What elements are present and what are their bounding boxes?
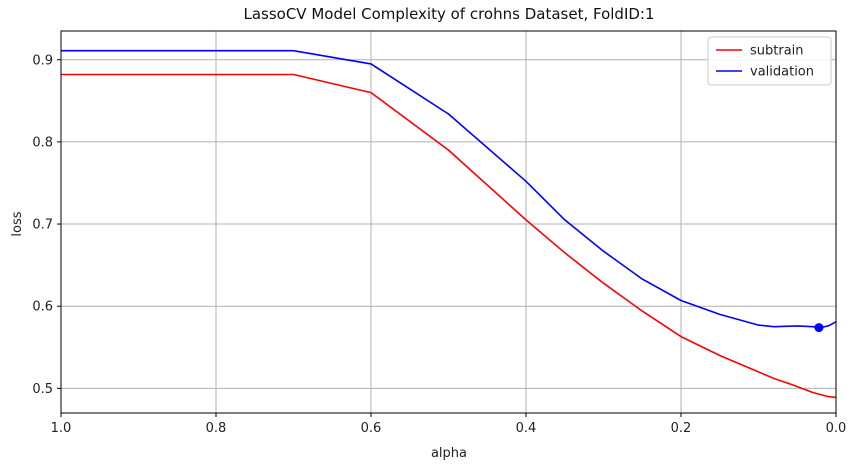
- y-tick-label: 0.8: [32, 135, 53, 150]
- chart-title: LassoCV Model Complexity of crohns Datas…: [243, 5, 654, 23]
- y-axis-label: loss: [10, 211, 25, 236]
- x-tick-label: 1.0: [51, 421, 72, 436]
- grid-lines: [60, 31, 837, 413]
- plot-frame: [60, 30, 837, 414]
- y-tick-label: 0.7: [32, 218, 53, 233]
- x-axis-label: alpha: [431, 446, 467, 461]
- plot-area: [61, 49, 837, 399]
- series-line-subtrain: [61, 73, 837, 399]
- legend-label-subtrain: subtrain: [750, 44, 804, 59]
- legend-box: [707, 36, 832, 86]
- y-tick-label: 0.9: [32, 53, 53, 68]
- y-tick-label: 0.5: [32, 382, 53, 397]
- legend: subtrain validation: [707, 36, 832, 86]
- axis-ticks: 1.0 0.8 0.6 0.4 0.2 0.0 0.5 0.6 0.7 0.8 0.9: [32, 53, 846, 436]
- legend-label-validation: validation: [750, 65, 814, 80]
- y-tick-label: 0.6: [32, 300, 53, 315]
- x-tick-label: 0.2: [671, 421, 692, 436]
- x-tick-label: 0.0: [826, 421, 847, 436]
- x-tick-label: 0.8: [206, 421, 227, 436]
- x-tick-label: 0.6: [361, 421, 382, 436]
- x-tick-label: 0.4: [516, 421, 537, 436]
- min-validation-marker: [814, 323, 824, 333]
